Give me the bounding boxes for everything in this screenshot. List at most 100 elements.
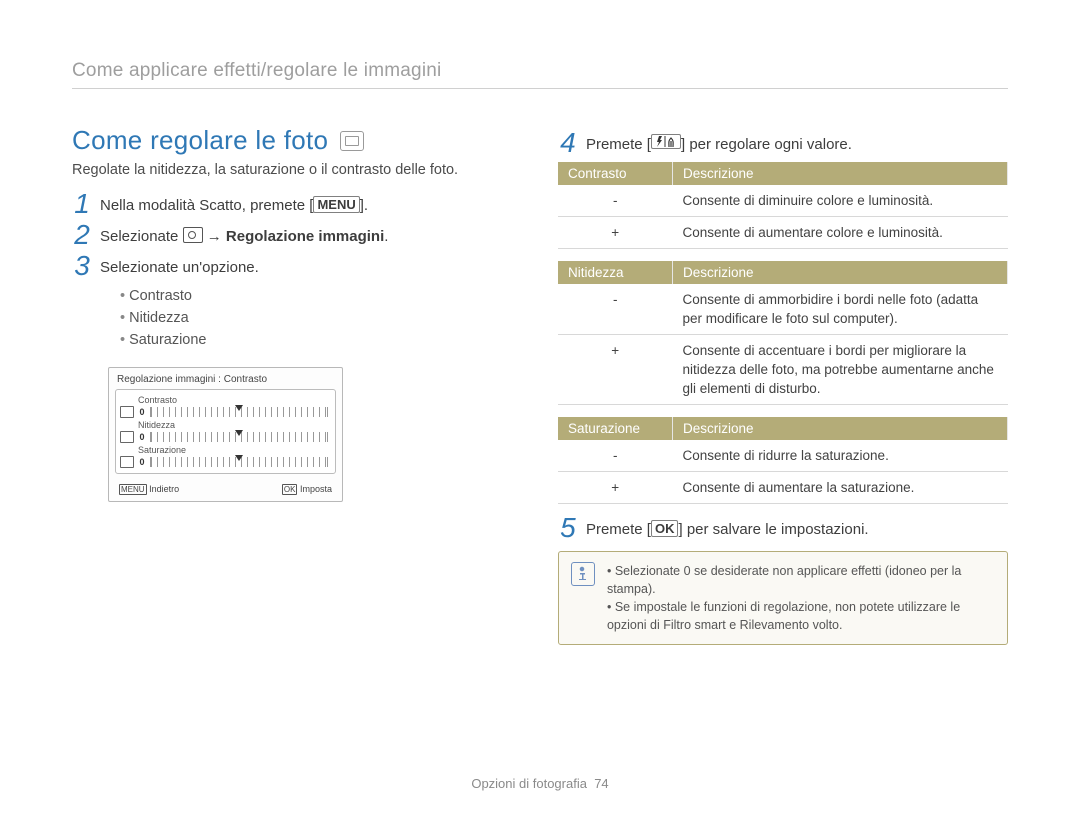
menu-key-icon: MENU [119,484,147,495]
text: ] per salvare le impostazioni. [678,521,868,538]
table-row: + Consente di accentuare i bordi per mig… [558,335,1008,405]
camera-mode-icon [340,131,364,151]
step-5: 5 Premete [OK] per salvare le impostazio… [558,516,1008,541]
ok-button-label: OK [651,520,679,537]
arrow-icon: → [203,228,226,245]
contrast-slider: 0 [116,405,335,419]
step-text: Premete [ ] per regolare ogni valore. [586,131,852,156]
table-header: Descrizione [672,162,1007,185]
step-number: 1 [72,192,92,216]
set-hint: OK Imposta [282,484,332,495]
step-4: 4 Premete [ ] per regolare ogni valore. [558,131,1008,156]
table-row: + Consente di aumentare la saturazione. [558,472,1008,504]
table-header: Saturazione [558,417,673,440]
step-number: 4 [558,131,578,155]
content-columns: Come regolare le foto Regolate la nitide… [72,125,1008,645]
ok-key-icon: OK [282,484,298,495]
table-cell-key: - [558,284,673,335]
table-cell-key: + [558,217,673,249]
table-row: - Consente di diminuire colore e luminos… [558,185,1008,217]
slider-value: 0 [137,432,147,442]
table-cell-value: Consente di aumentare la saturazione. [672,472,1007,504]
lcd-panel: Contrasto 0 Nitidezza 0 Saturazione [115,389,336,474]
table-cell-key: + [558,335,673,405]
text: Premete [ [586,136,651,153]
table-cell-value: Consente di aumentare colore e luminosit… [672,217,1007,249]
table-cell-key: - [558,440,673,472]
saturation-slider: 0 [116,455,335,469]
table-header: Descrizione [672,261,1007,284]
lcd-title: Regolazione immagini : Contrasto [115,374,336,389]
slider-label: Saturazione [116,444,335,455]
contrast-table: Contrasto Descrizione - Consente di dimi… [558,162,1008,249]
back-hint: MENU Indietro [119,484,179,495]
camera-lcd-preview: Regolazione immagini : Contrasto Contras… [108,367,343,502]
contrast-icon [120,406,134,418]
text: Imposta [300,484,332,494]
table-cell-value: Consente di accentuare i bordi per migli… [672,335,1007,405]
step-number: 2 [72,223,92,247]
table-header-row: Contrasto Descrizione [558,162,1008,185]
list-item: Contrasto [120,285,534,307]
step-3: 3 Selezionate un'opzione. [72,254,534,279]
slider-scale [150,457,328,467]
title-row: Come regolare le foto [72,125,534,156]
flash-macro-icon [651,134,681,149]
list-item: Se impostale le funzioni di regolazione,… [607,598,995,634]
step-2: 2 Selezionate → Regolazione immagini. [72,223,534,248]
text: Nella modalità Scatto, premete [ [100,197,313,214]
table-row: - Consente di ridurre la saturazione. [558,440,1008,472]
page: Come applicare effetti/regolare le immag… [0,0,1080,815]
slider-scale [150,407,328,417]
sharpness-slider: 0 [116,430,335,444]
list-item: Selezionate 0 se desiderate non applicar… [607,562,995,598]
info-list: Selezionate 0 se desiderate non applicar… [603,562,995,634]
step-1: 1 Nella modalità Scatto, premete [MENU]. [72,192,534,217]
page-subtitle: Regolate la nitidezza, la saturazione o … [72,162,534,178]
breadcrumb: Come applicare effetti/regolare le immag… [72,60,1008,89]
page-number: 74 [594,776,608,791]
step-text: Selezionate → Regolazione immagini. [100,223,388,248]
slider-label: Contrasto [116,394,335,405]
page-footer: Opzioni di fotografia 74 [0,776,1080,791]
list-item: Nitidezza [120,307,534,329]
step-number: 5 [558,516,578,540]
table-row: - Consente di ammorbidire i bordi nelle … [558,284,1008,335]
sharpness-icon [120,431,134,443]
table-row: + Consente di aumentare colore e luminos… [558,217,1008,249]
right-column: 4 Premete [ ] per regolare ogni valore. C… [558,125,1008,645]
table-cell-value: Consente di diminuire colore e luminosit… [672,185,1007,217]
table-header: Nitidezza [558,261,673,284]
slider-scale [150,432,328,442]
table-header-row: Saturazione Descrizione [558,417,1008,440]
table-cell-key: - [558,185,673,217]
lcd-footer: MENU Indietro OK Imposta [115,474,336,497]
text: Indietro [149,484,179,494]
info-icon [571,562,595,586]
table-header: Contrasto [558,162,673,185]
camera-icon [183,227,203,243]
text: ]. [360,197,368,214]
left-column: Come regolare le foto Regolate la nitide… [72,125,534,645]
step-text: Premete [OK] per salvare le impostazioni… [586,516,869,541]
info-box: Selezionate 0 se desiderate non applicar… [558,551,1008,645]
saturation-icon [120,456,134,468]
text: Selezionate [100,228,183,245]
list-item: Saturazione [120,329,534,351]
step-text: Nella modalità Scatto, premete [MENU]. [100,192,368,217]
text: ] per regolare ogni valore. [681,136,852,153]
saturation-table: Saturazione Descrizione - Consente di ri… [558,417,1008,504]
option-list: Contrasto Nitidezza Saturazione [120,285,534,351]
table-header: Descrizione [672,417,1007,440]
table-cell-key: + [558,472,673,504]
menu-button-label: MENU [313,196,359,213]
slider-value: 0 [137,457,147,467]
text: . [384,228,388,245]
text: Premete [ [586,521,651,538]
slider-label: Nitidezza [116,419,335,430]
bold-text: Regolazione immagini [226,228,384,245]
table-header-row: Nitidezza Descrizione [558,261,1008,284]
step-text: Selezionate un'opzione. [100,254,259,279]
step-number: 3 [72,254,92,278]
slider-value: 0 [137,407,147,417]
